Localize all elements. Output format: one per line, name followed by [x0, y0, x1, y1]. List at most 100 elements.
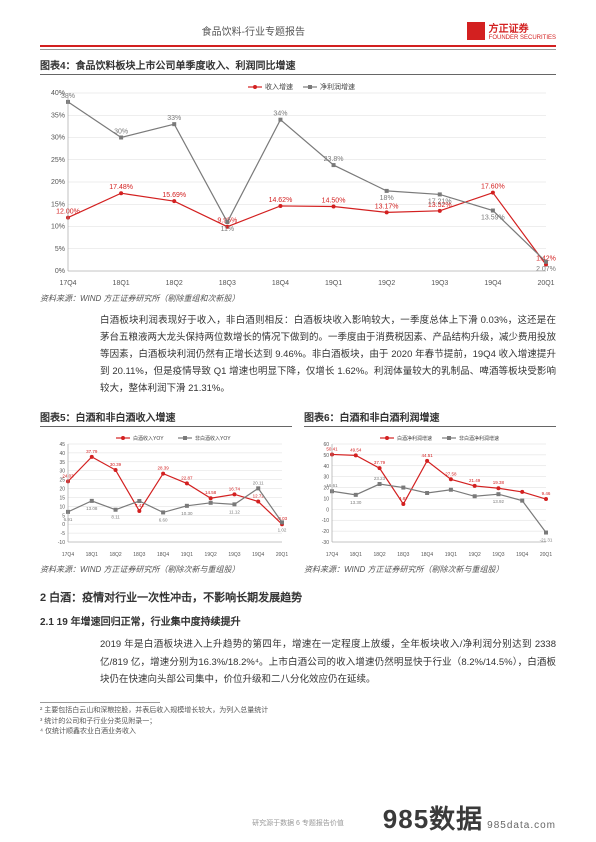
svg-text:4.87: 4.87: [399, 496, 408, 501]
footnote-4: ⁴ 仅统计顺鑫农业白酒业务收入: [40, 727, 556, 738]
svg-text:非白酒净利润增速: 非白酒净利润增速: [459, 435, 499, 442]
svg-text:9.46: 9.46: [542, 492, 551, 497]
svg-text:15.69%: 15.69%: [162, 192, 186, 199]
svg-text:33%: 33%: [167, 115, 181, 122]
chart4-source: 资料来源：WIND 方正证券研究所（剔除重组和次新股）: [40, 293, 556, 304]
chart6: -30-20-10010203040506017Q418Q118Q218Q318…: [304, 430, 556, 560]
svg-text:18Q2: 18Q2: [373, 552, 385, 558]
svg-text:-20: -20: [322, 530, 329, 536]
svg-text:20Q1: 20Q1: [537, 280, 554, 287]
svg-text:35%: 35%: [51, 112, 65, 119]
footnote-rule: [40, 702, 160, 703]
svg-text:0: 0: [326, 508, 329, 514]
svg-text:18Q3: 18Q3: [397, 552, 409, 558]
svg-text:45: 45: [59, 442, 65, 448]
svg-text:17Q4: 17Q4: [326, 552, 338, 558]
chart6-container: 图表6：白酒和非白酒利润增速 -30-20-10010203040506017Q…: [304, 405, 556, 576]
chart4-title: 图表4：食品饮料板块上市公司单季度收入、利润同比增速: [40, 57, 556, 72]
svg-text:19Q4: 19Q4: [252, 552, 264, 558]
watermark-sub: 985data.com: [487, 820, 556, 831]
svg-text:18%: 18%: [380, 194, 394, 201]
svg-text:19.38: 19.38: [493, 481, 505, 486]
svg-text:19Q1: 19Q1: [445, 552, 457, 558]
svg-text:14.58: 14.58: [205, 491, 217, 496]
svg-text:18Q4: 18Q4: [157, 552, 169, 558]
svg-text:44.51: 44.51: [421, 453, 433, 458]
svg-text:20Q1: 20Q1: [540, 552, 552, 558]
chart5-source: 资料来源：WIND 方正证券研究所（剔除次新与重组股）: [40, 564, 292, 575]
svg-text:10%: 10%: [51, 223, 65, 230]
svg-text:30%: 30%: [51, 134, 65, 141]
svg-text:13.30: 13.30: [350, 500, 362, 505]
svg-text:40: 40: [323, 464, 329, 470]
svg-text:35: 35: [59, 460, 65, 466]
svg-text:1.02: 1.02: [278, 528, 287, 533]
chart5-container: 图表5：白酒和非白酒收入增速 -10-505101520253035404517…: [40, 405, 292, 576]
page-header: 食品饮料-行业专题报告 方正证券 FOUNDER SECURITIES: [40, 20, 556, 45]
svg-text:18Q3: 18Q3: [133, 552, 145, 558]
svg-text:19Q3: 19Q3: [492, 552, 504, 558]
svg-text:19Q1: 19Q1: [181, 552, 193, 558]
chart4-title-rule: [40, 74, 556, 75]
doc-title: 食品饮料-行业专题报告: [40, 23, 467, 38]
brand-name: 方正证券: [489, 24, 529, 35]
svg-text:18Q2: 18Q2: [109, 552, 121, 558]
chart4: 0%5%10%15%20%25%30%35%40%17Q418Q118Q218Q…: [40, 79, 556, 289]
svg-text:白酒收入YOY: 白酒收入YOY: [133, 435, 164, 442]
chart5: -10-505101520253035404517Q418Q118Q218Q31…: [40, 430, 292, 560]
svg-text:15: 15: [59, 496, 65, 502]
footnote-3: ³ 统计的公司和子行业分类见附录一；: [40, 717, 556, 728]
svg-text:18Q1: 18Q1: [350, 552, 362, 558]
svg-text:19Q3: 19Q3: [431, 280, 448, 287]
svg-text:18Q4: 18Q4: [421, 552, 433, 558]
svg-text:18Q4: 18Q4: [272, 280, 289, 287]
svg-text:-30: -30: [322, 540, 329, 546]
svg-text:0%: 0%: [55, 268, 65, 275]
watermark: 985数据 985data.com: [383, 799, 556, 836]
svg-text:30%: 30%: [114, 128, 128, 135]
svg-text:0: 0: [62, 523, 65, 529]
svg-text:-10: -10: [58, 540, 65, 546]
svg-text:25%: 25%: [51, 156, 65, 163]
svg-text:17.48%: 17.48%: [109, 184, 133, 191]
svg-text:49.54: 49.54: [350, 448, 362, 453]
svg-text:收入增速: 收入增速: [265, 82, 293, 91]
watermark-main: 985数据: [383, 804, 483, 834]
svg-text:10: 10: [59, 505, 65, 511]
svg-text:23.8%: 23.8%: [324, 156, 344, 163]
svg-text:19Q1: 19Q1: [325, 280, 342, 287]
svg-text:37.79: 37.79: [374, 461, 386, 466]
svg-text:13.08: 13.08: [86, 506, 98, 511]
svg-text:30: 30: [323, 475, 329, 481]
svg-text:17.21%: 17.21%: [428, 198, 452, 205]
svg-text:5%: 5%: [55, 245, 65, 252]
svg-text:14.50%: 14.50%: [322, 197, 346, 204]
chart6-source: 资料来源：WIND 方正证券研究所（剔除次新与重组股）: [304, 564, 556, 575]
svg-text:10.30: 10.30: [181, 511, 193, 516]
svg-text:18Q1: 18Q1: [86, 552, 98, 558]
svg-text:20Q1: 20Q1: [276, 552, 288, 558]
svg-text:22.87: 22.87: [181, 476, 193, 481]
svg-text:19Q2: 19Q2: [378, 280, 395, 287]
svg-text:20%: 20%: [51, 179, 65, 186]
svg-text:20: 20: [59, 487, 65, 493]
svg-text:非白酒收入YOY: 非白酒收入YOY: [195, 435, 231, 442]
svg-text:23.23: 23.23: [374, 477, 386, 482]
svg-text:7.41: 7.41: [135, 503, 144, 508]
svg-text:20.11: 20.11: [253, 481, 264, 486]
svg-text:17.60%: 17.60%: [481, 183, 505, 190]
header-thin-rule: [40, 49, 556, 50]
svg-text:19Q3: 19Q3: [228, 552, 240, 558]
svg-text:13.92: 13.92: [493, 500, 505, 505]
svg-text:13.59%: 13.59%: [481, 214, 505, 221]
chart5-title-rule: [40, 426, 292, 427]
svg-text:17Q4: 17Q4: [59, 280, 76, 287]
svg-text:10: 10: [323, 497, 329, 503]
svg-text:14.62%: 14.62%: [269, 196, 293, 203]
svg-text:50: 50: [323, 453, 329, 459]
svg-text:28.39: 28.39: [157, 466, 169, 471]
svg-text:2.07%: 2.07%: [536, 265, 556, 272]
section2-subheading: 2.1 19 年增速回归正常，行业集中度持续提升: [40, 613, 556, 628]
footnote-2: ² 主要包括白云山和深粮控股，并表后收入规模增长较大，为列入总量统计: [40, 706, 556, 717]
svg-text:19Q4: 19Q4: [484, 280, 501, 287]
